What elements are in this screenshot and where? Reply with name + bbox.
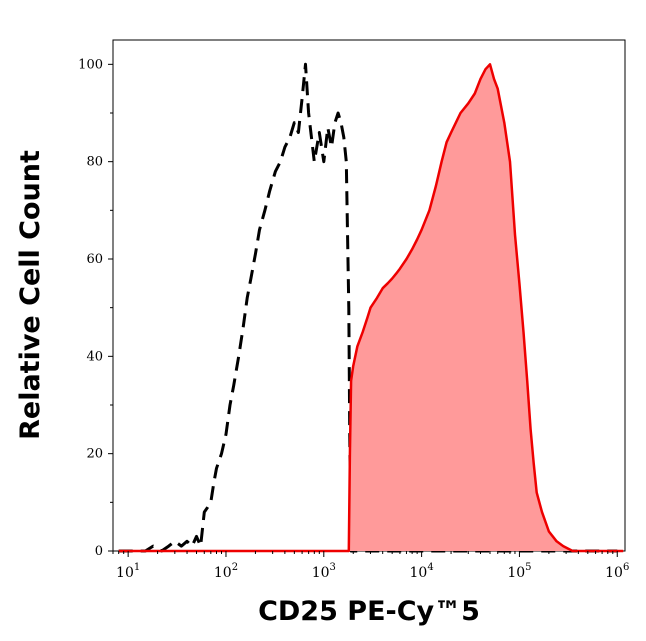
x-tick-label: 101 bbox=[116, 562, 140, 581]
y-tick-label: 60 bbox=[86, 252, 103, 267]
x-axis: 101 102 103 104 105 106 bbox=[112, 551, 629, 581]
y-axis: 0 20 40 60 80 100 bbox=[78, 57, 113, 559]
y-tick-label: 80 bbox=[86, 155, 103, 170]
x-tick-label: 104 bbox=[410, 562, 434, 581]
series-1-line bbox=[118, 63, 624, 553]
x-tick-label: 105 bbox=[507, 562, 531, 581]
x-tick-label: 102 bbox=[214, 562, 238, 581]
x-tick-label: 103 bbox=[312, 562, 336, 581]
y-tick-label: 100 bbox=[78, 57, 103, 72]
y-tick-label: 40 bbox=[86, 349, 103, 364]
series-0-line bbox=[118, 62, 618, 553]
x-tick-label: 106 bbox=[605, 562, 629, 581]
x-axis-title: CD25 PE-Cy™5 bbox=[258, 596, 480, 627]
y-tick-label: 20 bbox=[86, 447, 103, 462]
y-tick-label: 0 bbox=[95, 544, 103, 559]
y-axis-title: Relative Cell Count bbox=[15, 150, 46, 440]
series-layer bbox=[118, 62, 624, 553]
